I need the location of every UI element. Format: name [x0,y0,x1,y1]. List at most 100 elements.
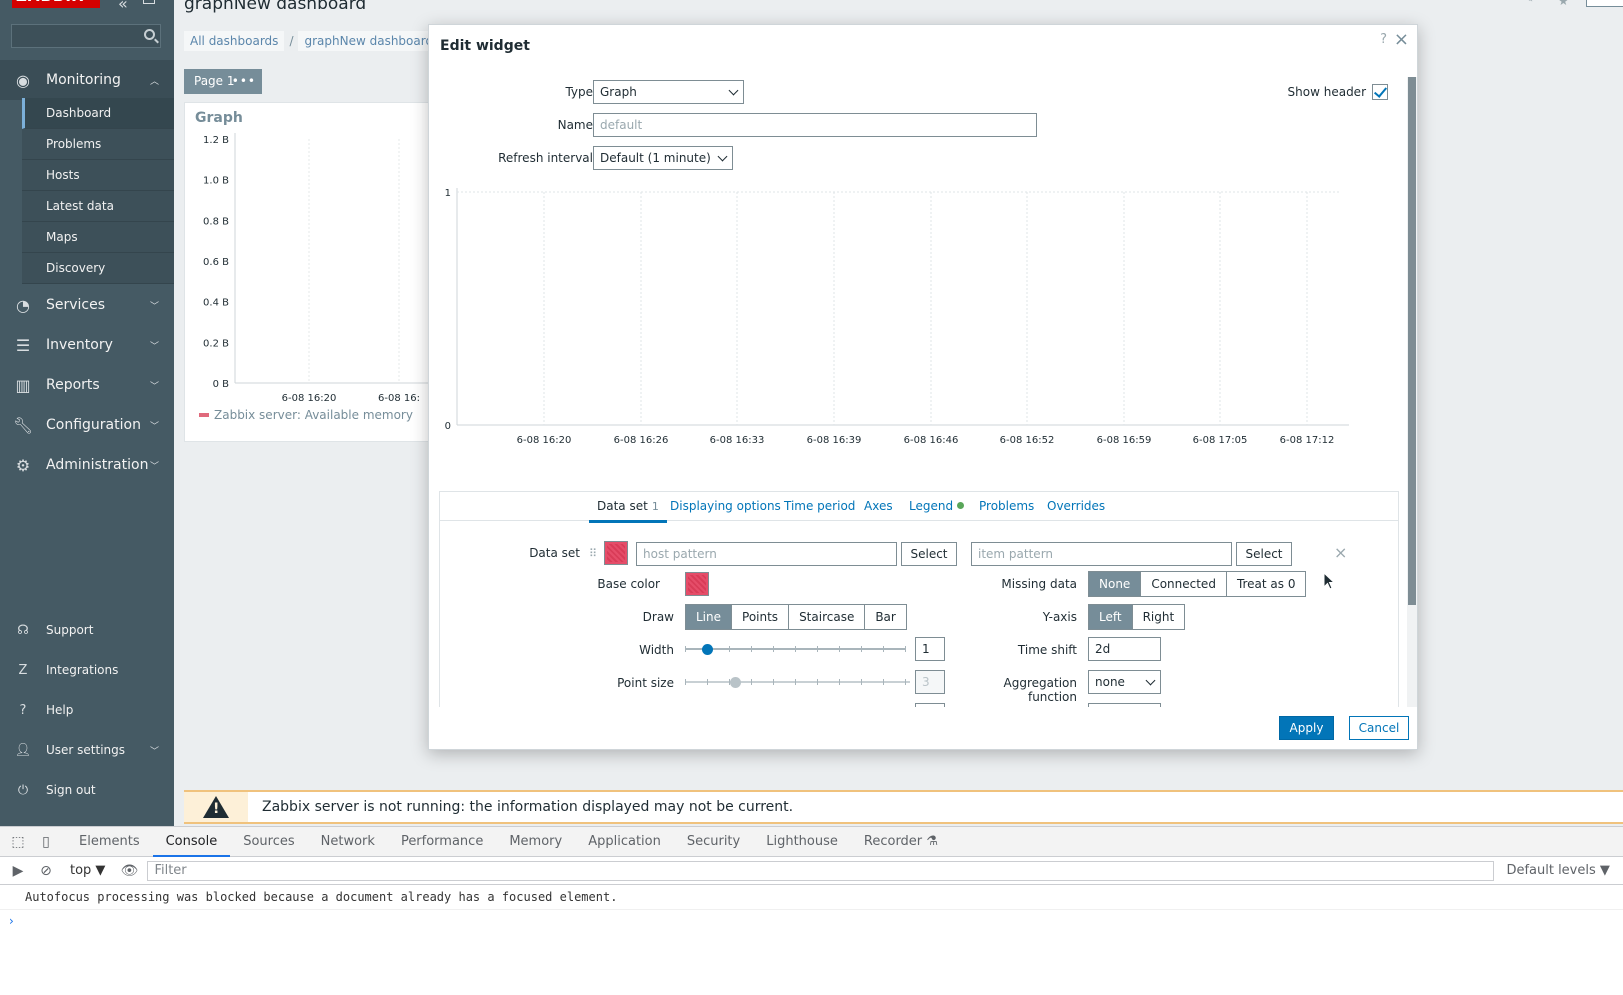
help-icon[interactable]: ? [1380,32,1387,47]
search-icon[interactable] [144,29,155,40]
clear-console-icon[interactable]: ⊘ [40,862,52,879]
width-input[interactable]: 1 [915,637,945,661]
refresh-interval-select[interactable]: Default (1 minute) [593,146,733,170]
submenu-dashboard[interactable]: Dashboard [22,98,174,129]
devtools-tab-memory[interactable]: Memory [509,833,563,849]
menu-label: Inventory [46,337,113,353]
type-select[interactable]: Graph [593,80,744,104]
breadcrumb: All dashboards / graphNew dashboard [184,30,440,52]
menu-inventory[interactable]: ☰ Inventory ﹀ [0,325,174,365]
remove-data-set-icon[interactable]: × [1334,543,1348,562]
menu-services[interactable]: ◔ Services ﹀ [0,285,174,325]
close-icon[interactable]: × [1393,29,1409,50]
zabbix-logo[interactable]: ZABBIX [12,0,100,8]
slider-handle[interactable] [730,677,741,688]
missing-none-option[interactable]: None [1089,572,1141,596]
host-select-button[interactable]: Select [901,542,957,566]
draw-points-option[interactable]: Points [731,605,789,629]
graph-widget[interactable]: Graph 1.2 B 1.0 B 0.8 B 0.6 B 0.4 B 0.2 B 0 B 6… [184,102,430,442]
item-pattern-input[interactable]: item pattern [971,542,1232,566]
scrollbar-thumb[interactable] [1408,77,1416,605]
devtools-panel: ⬚ ▯ Elements Console Sources Network Per… [0,826,1623,995]
drag-handle-icon[interactable]: ⠿ [589,547,598,560]
cancel-button[interactable]: Cancel [1349,716,1409,740]
log-levels-dropdown[interactable]: Default levels ▼ [1506,863,1610,878]
breadcrumb-all-dashboards[interactable]: All dashboards [184,31,285,51]
context-selector[interactable]: top ▼ [70,863,106,878]
breadcrumb-current[interactable]: graphNew dashboard [298,31,440,51]
data-set-color-swatch[interactable] [604,541,628,565]
menu-configuration[interactable]: 🔧︎ Configuration ﹀ [0,405,174,445]
tab-displaying-options[interactable]: Displaying options [670,499,781,513]
next-field-input[interactable] [915,703,945,707]
page-tab-menu-icon[interactable]: ••• [231,74,256,88]
chevron-down-icon: ﹀ [150,381,160,392]
search-input[interactable] [11,24,161,48]
tab-legend[interactable]: Legend [909,499,965,513]
devtools-tab-application[interactable]: Application [588,833,661,849]
tab-axes[interactable]: Axes [864,499,893,513]
menu-administration[interactable]: ⚙ Administration ﹀ [0,445,174,485]
draw-staircase-option[interactable]: Staircase [788,605,865,629]
apply-button[interactable]: Apply [1279,716,1334,740]
menu-reports[interactable]: ▥ Reports ﹀ [0,365,174,405]
host-pattern-input[interactable]: host pattern [636,542,897,566]
kiosk-mode-icon[interactable] [143,0,155,4]
y-axis-right-option[interactable]: Right [1131,605,1185,629]
devtools-tab-sources[interactable]: Sources [243,833,295,849]
devtools-tab-lighthouse[interactable]: Lighthouse [766,833,838,849]
missing-treat-as-zero-option[interactable]: Treat as 0 [1225,572,1306,596]
sidebar-toggle-icon[interactable]: ▶ [12,862,24,879]
item-select-button[interactable]: Select [1236,542,1292,566]
devtools-tab-security[interactable]: Security [686,833,741,849]
devtools-tab-recorder[interactable]: Recorder ⚗ [863,833,938,849]
submenu-hosts[interactable]: Hosts [22,160,174,191]
monitoring-submenu: Dashboard Problems Hosts Latest data Map… [22,98,174,284]
menu-sign-out[interactable]: ⏻ Sign out [0,770,174,810]
page-tab[interactable]: Page 1 ••• [184,69,262,94]
menu-help[interactable]: ? Help [0,690,174,730]
menu-support[interactable]: ☊ Support [0,610,174,650]
console-filter-input[interactable]: Filter [147,860,1495,881]
dialog-scrollbar[interactable] [1407,77,1417,707]
devtools-tab-elements[interactable]: Elements [79,833,140,849]
device-toolbar-icon[interactable]: ▯ [42,833,50,850]
console-prompt[interactable]: › [9,914,14,928]
chevron-down-icon: ﹀ [150,461,160,472]
menu-user-settings[interactable]: 👤︎ User settings ﹀ [0,730,174,770]
action-button[interactable] [1586,0,1623,7]
devtools-tab-network[interactable]: Network [320,833,375,849]
submenu-maps[interactable]: Maps [22,222,174,253]
tab-overrides[interactable]: Overrides [1047,499,1106,513]
submenu-problems[interactable]: Problems [22,129,174,160]
show-header-checkbox[interactable] [1372,84,1388,100]
menu-integrations[interactable]: Z Integrations [0,650,174,690]
base-color-swatch[interactable] [685,572,709,596]
submenu-latest-data[interactable]: Latest data [22,191,174,222]
star-icon[interactable]: ★ [1558,0,1569,8]
next-field-input[interactable] [1088,703,1161,707]
eye-icon[interactable]: 👁︎ [120,862,139,879]
draw-bar-option[interactable]: Bar [864,605,906,629]
y-axis-left-option[interactable]: Left [1089,605,1132,629]
name-input[interactable]: default [593,113,1037,137]
missing-connected-option[interactable]: Connected [1140,572,1226,596]
tab-data-set[interactable]: Data set 1 [589,499,667,523]
aggregation-function-select[interactable]: none [1088,670,1161,694]
submenu-discovery[interactable]: Discovery [22,253,174,284]
edit-dashboard-icon[interactable]: ✎ [1525,0,1533,5]
collapse-sidebar-icon[interactable]: « [118,0,128,13]
point-size-input[interactable]: 3 [915,670,945,694]
draw-line-option[interactable]: Line [686,605,732,629]
slider-handle[interactable] [702,644,713,655]
point-size-slider[interactable] [685,675,910,689]
tab-time-period[interactable]: Time period [784,499,856,513]
menu-monitoring[interactable]: ◉ Monitoring ︿ [0,60,174,100]
widget-tabs: Data set 1 Displaying options Time period… [439,491,1399,523]
time-shift-input[interactable]: 2d [1088,637,1161,661]
devtools-tab-performance[interactable]: Performance [400,833,484,849]
inspect-element-icon[interactable]: ⬚ [11,833,25,850]
tab-problems[interactable]: Problems [979,499,1035,513]
width-slider[interactable] [685,642,906,656]
devtools-tab-console[interactable]: Console [152,827,231,857]
